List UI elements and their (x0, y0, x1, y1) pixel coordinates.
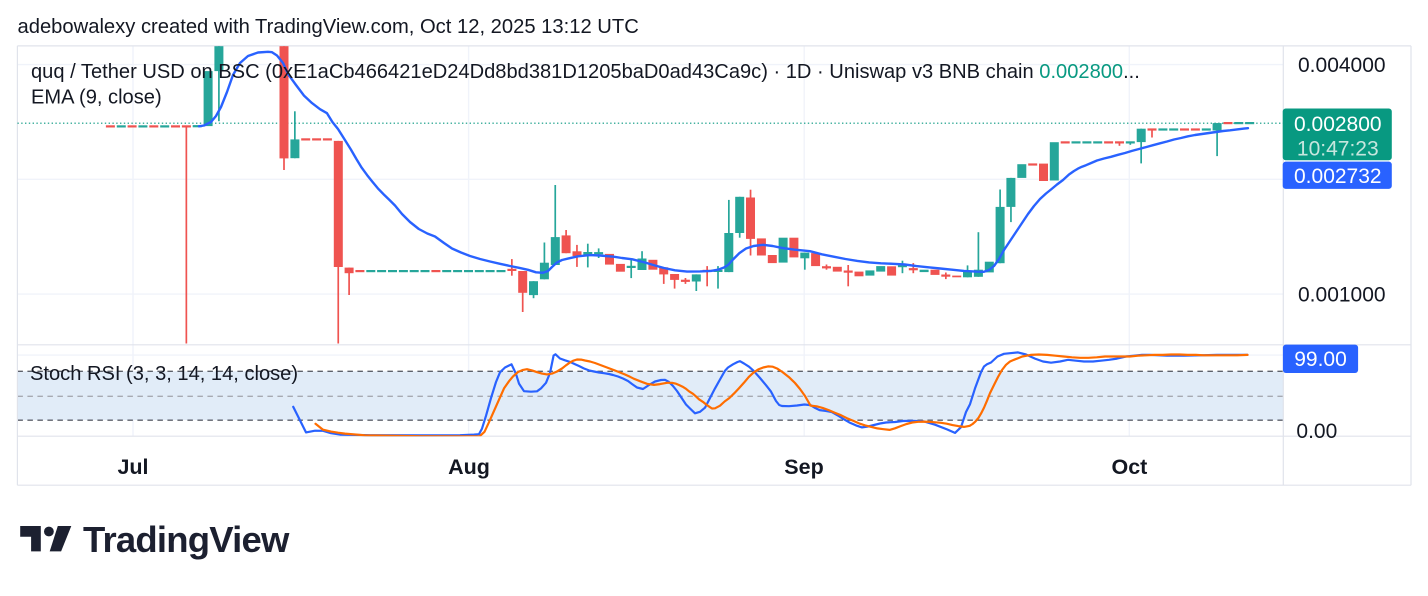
svg-text:Sep: Sep (784, 455, 823, 479)
svg-text:Stoch RSI (3, 3, 14, 14, close: Stoch RSI (3, 3, 14, 14, close) (30, 363, 298, 385)
svg-text:Aug: Aug (448, 455, 490, 479)
svg-text:0.001000: 0.001000 (1298, 284, 1386, 307)
svg-text:0.002732: 0.002732 (1294, 165, 1382, 188)
svg-text:0.004000: 0.004000 (1298, 54, 1386, 77)
svg-text:10:47:23: 10:47:23 (1297, 137, 1379, 160)
svg-text:0.002800: 0.002800 (1294, 113, 1382, 136)
svg-text:EMA (9, close): EMA (9, close) (31, 87, 162, 109)
svg-text:Oct: Oct (1111, 455, 1147, 479)
svg-text:TradingView: TradingView (83, 519, 290, 560)
svg-text:adebowalexy created with Tradi: adebowalexy created with TradingView.com… (18, 16, 639, 38)
svg-text:99.00: 99.00 (1294, 348, 1347, 371)
svg-text:Jul: Jul (117, 455, 148, 479)
svg-text:0.00: 0.00 (1296, 420, 1337, 443)
svg-text:quq / Tether USD on BSC (0xE1a: quq / Tether USD on BSC (0xE1aCb466421eD… (31, 61, 1140, 83)
